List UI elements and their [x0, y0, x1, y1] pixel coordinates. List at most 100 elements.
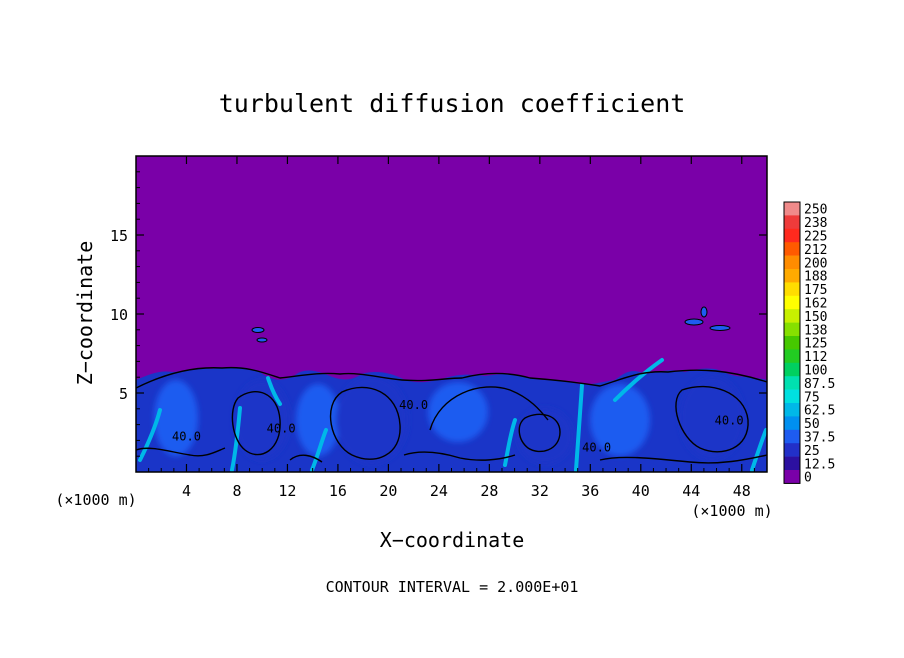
colorbar-label: 238	[804, 216, 827, 231]
x-tick-label: 32	[531, 482, 549, 500]
colorbar-label: 188	[804, 270, 827, 285]
colorbar-swatch	[784, 295, 800, 310]
x-tick-label: 36	[581, 482, 599, 500]
colorbar-label: 62.5	[804, 404, 835, 419]
x-tick-label: 4	[182, 482, 191, 500]
chart-title: turbulent diffusion coefficient	[219, 89, 686, 118]
y-axis: 5 10 15	[110, 171, 767, 457]
contour-line	[403, 451, 516, 461]
contour-labels: 40.0 40.0 40.0 40.0 40.0	[172, 398, 744, 455]
colorbar-label: 87.5	[804, 377, 835, 392]
x-tick-label: 24	[430, 482, 448, 500]
x-axis-label: X−coordinate	[380, 528, 525, 552]
colorbar-label: 162	[804, 297, 827, 312]
colorbar-swatch	[784, 215, 800, 230]
streak	[750, 428, 767, 472]
colorbar-swatch	[784, 282, 800, 297]
contour-label: 40.0	[582, 440, 611, 454]
colorbar-label: 25	[804, 444, 820, 459]
eddy-patch	[296, 384, 340, 456]
colorbar-label: 175	[804, 283, 827, 298]
colorbar-label: 37.5	[804, 431, 835, 446]
colorbar-swatch	[784, 416, 800, 431]
streak	[266, 376, 282, 406]
colorbar: 2502382252122001881751621501381251121008…	[783, 201, 835, 486]
colorbar-label: 100	[804, 364, 827, 379]
anomaly	[709, 325, 731, 331]
colorbar-label: 50	[804, 417, 820, 432]
colorbar-label: 225	[804, 230, 827, 245]
contour-line	[518, 413, 561, 453]
colorbar-label: 200	[804, 256, 827, 271]
eddy-patch	[336, 376, 408, 464]
colorbar-label: 150	[804, 310, 827, 325]
anomaly	[251, 327, 265, 333]
eddy-patch	[428, 382, 488, 442]
plot-area: 40.0 40.0 40.0 40.0 40.0	[136, 156, 767, 472]
eddy-patch	[154, 380, 198, 456]
contour-lines	[136, 366, 767, 464]
eddy-patch	[590, 384, 650, 456]
contour-label: 40.0	[715, 414, 744, 428]
colorbar-label: 0	[804, 471, 812, 486]
colorbar-label: 12.5	[804, 457, 835, 472]
x-tick-label: 12	[278, 482, 296, 500]
y-tick-label: 5	[119, 385, 128, 403]
streak	[138, 408, 162, 462]
colorbar-swatch	[784, 309, 800, 323]
colorbar-swatch	[784, 389, 800, 404]
contour-line	[329, 386, 401, 460]
x-tick-label: 40	[632, 482, 650, 500]
contour-line	[675, 385, 749, 453]
colorbar-swatch	[784, 336, 800, 350]
colorbar-swatch	[784, 470, 800, 484]
contour-label: 40.0	[399, 398, 428, 412]
contour-line	[599, 454, 767, 464]
turbulent-layer	[136, 306, 767, 472]
colorbar-label: 138	[804, 323, 827, 338]
colorbar-swatch	[784, 376, 800, 390]
eddy-patch	[680, 376, 744, 460]
y-tick-label: 15	[110, 227, 128, 245]
colorbar-label: 212	[804, 243, 827, 258]
contour-line	[136, 447, 226, 457]
anomaly	[700, 306, 708, 318]
upper-anomalies	[251, 306, 731, 343]
contour-interval-note: CONTOUR INTERVAL = 2.000E+01	[326, 578, 579, 596]
anomaly	[256, 337, 268, 343]
contour-label: 40.0	[267, 422, 296, 436]
y-tick-label: 10	[110, 306, 128, 324]
x-tick-label: 16	[329, 482, 347, 500]
colorbar-swatch	[784, 429, 800, 444]
colorbar-swatch	[784, 349, 800, 364]
contour-line	[231, 391, 281, 456]
y-axis-label: Z−coordinate	[73, 241, 97, 386]
colorbar-label: 125	[804, 337, 827, 352]
x-tick-label: 44	[682, 482, 700, 500]
colorbar-label: 75	[804, 390, 820, 405]
colorbar-frame	[783, 201, 801, 484]
contour-label: 40.0	[172, 429, 201, 443]
colorbar-swatch	[784, 362, 800, 377]
colorbar-swatch	[784, 269, 800, 283]
x-tick-label: 20	[379, 482, 397, 500]
colorbar-swatch	[784, 443, 800, 457]
colorbar-label: 112	[804, 350, 827, 365]
colorbar-swatch	[784, 242, 800, 256]
streak	[310, 428, 328, 472]
x-tick-label: 28	[480, 482, 498, 500]
colorbar-swatch	[784, 456, 800, 471]
x-tick-label: 8	[232, 482, 241, 500]
contour-line	[136, 366, 767, 389]
colorbar-swatch	[784, 202, 800, 216]
colorbar-swatch	[784, 228, 800, 243]
colorbar-label: 250	[804, 203, 827, 218]
x-unit-left: (×1000 m)	[55, 491, 136, 509]
high-value-streaks	[138, 358, 767, 472]
streak	[613, 358, 664, 402]
colorbar-swatch	[784, 403, 800, 417]
eddy-patches	[154, 376, 744, 464]
contour-line	[289, 454, 323, 463]
colorbar-swatch	[784, 322, 800, 337]
